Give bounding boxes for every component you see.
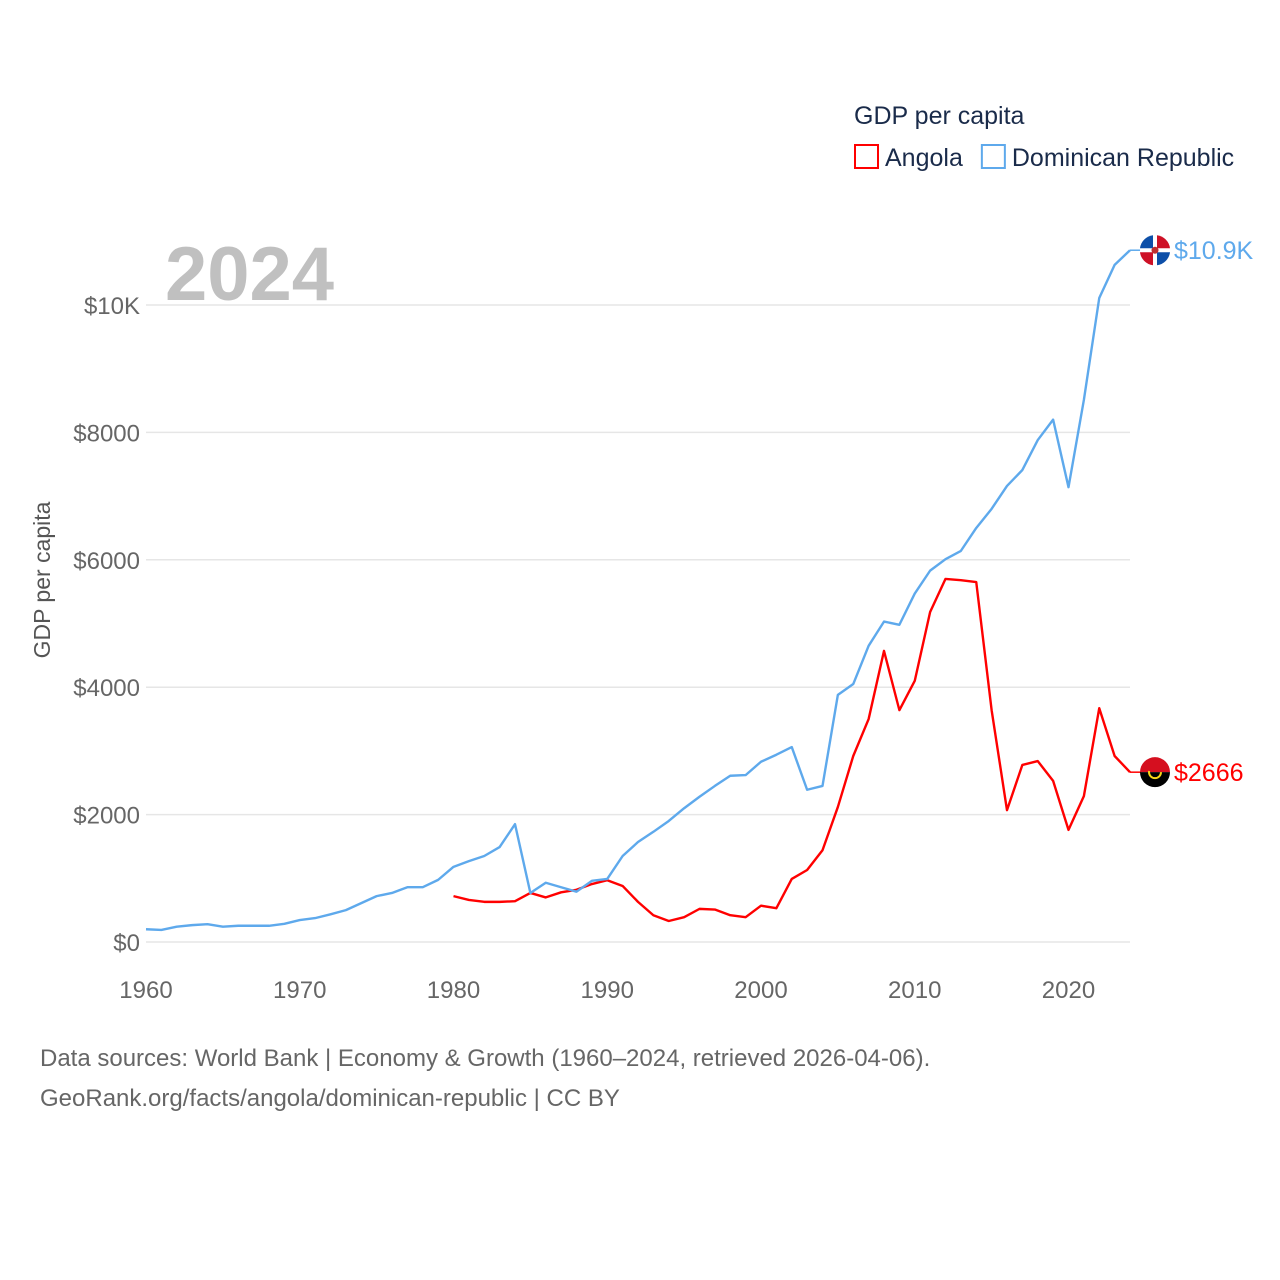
y-tick-label: $4000 xyxy=(73,675,140,702)
y-axis-label: GDP per capita xyxy=(29,501,55,658)
y-tick-label: $6000 xyxy=(73,548,140,575)
dominican-republic-flag-icon xyxy=(1140,235,1170,266)
legend-label-angola: Angola xyxy=(885,144,963,172)
series-line-dominican-republic xyxy=(145,249,1131,932)
legend-label-dominican-republic: Dominican Republic xyxy=(1012,144,1234,172)
x-tick-label: 2010 xyxy=(888,977,941,1004)
x-tick-label: 1990 xyxy=(581,977,634,1004)
year-label: 2024 xyxy=(165,232,334,317)
footer-attribution: GeoRank.org/facts/angola/dominican-repub… xyxy=(40,1085,620,1112)
angola-flag-icon xyxy=(1140,757,1170,788)
legend-swatch-dominican-republic xyxy=(980,144,1006,169)
x-tick-label: 1970 xyxy=(273,977,326,1004)
legend-swatch-angola xyxy=(854,144,879,169)
x-tick-label: 2000 xyxy=(734,977,787,1004)
footer-sources: Data sources: World Bank | Economy & Gro… xyxy=(40,1045,931,1072)
y-tick-label: $10K xyxy=(84,293,140,320)
x-tick-label: 2020 xyxy=(1042,977,1095,1004)
end-value-label: $2666 xyxy=(1174,759,1244,787)
legend-title: GDP per capita xyxy=(854,102,1025,130)
series-line-angola xyxy=(453,577,1131,923)
x-tick-label: 1960 xyxy=(119,977,172,1004)
x-tick-label: 1980 xyxy=(427,977,480,1004)
end-value-label: $10.9K xyxy=(1174,237,1254,265)
y-tick-label: $8000 xyxy=(73,420,140,447)
y-tick-label: $2000 xyxy=(73,803,140,830)
y-tick-label: $0 xyxy=(113,930,140,957)
